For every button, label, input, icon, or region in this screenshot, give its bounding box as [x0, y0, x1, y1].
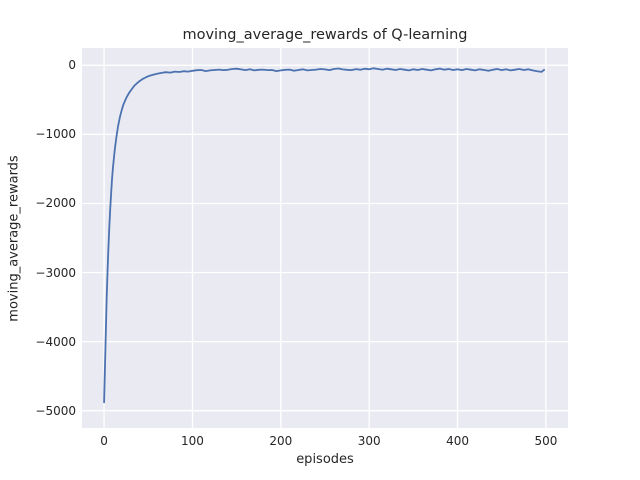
x-tick-label: 0: [100, 434, 108, 448]
y-tick-label: −3000: [35, 265, 76, 280]
x-tick-label: 500: [534, 434, 558, 448]
y-tick-label: −1000: [35, 127, 76, 142]
y-tick-label: −4000: [35, 334, 76, 349]
reward-line-series: [103, 67, 546, 404]
chart-title: moving_average_rewards of Q-learning: [182, 27, 468, 43]
plot-background: [82, 48, 568, 428]
line-chart-canvas: [82, 48, 568, 428]
x-tick-label: 400: [446, 434, 469, 448]
x-tick-label: 300: [357, 434, 381, 448]
plot-area: [82, 48, 568, 428]
y-tick-label: −5000: [35, 403, 76, 418]
x-tick-label: 100: [181, 434, 204, 448]
x-tick-label: 200: [269, 434, 293, 448]
y-tick-label: 0: [68, 58, 76, 73]
y-axis-label: moving_average_rewards: [6, 155, 22, 322]
y-tick-label: −2000: [35, 196, 76, 211]
x-axis-label: episodes: [296, 452, 354, 467]
